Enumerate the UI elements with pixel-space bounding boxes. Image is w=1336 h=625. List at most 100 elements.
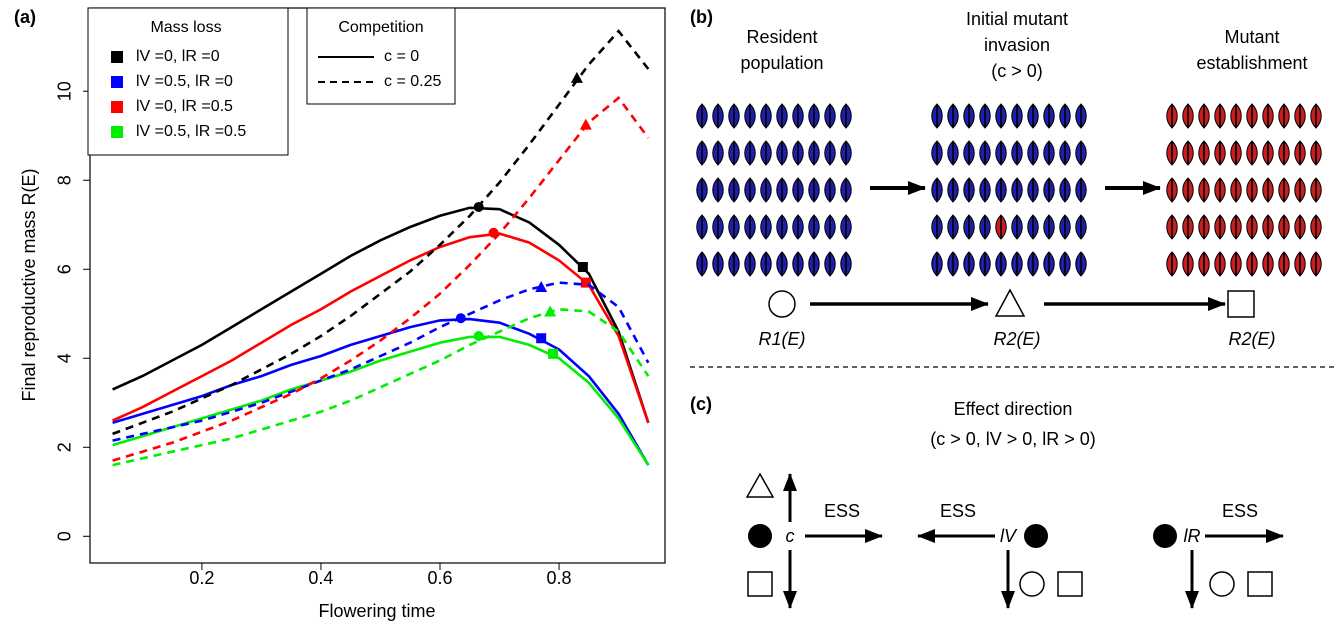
x-axis-label: Flowering time bbox=[318, 601, 435, 621]
plant bbox=[1075, 177, 1087, 203]
effect-symbol: lR bbox=[1184, 526, 1201, 546]
plant bbox=[1214, 251, 1226, 277]
plant bbox=[696, 251, 708, 277]
legend-swatch bbox=[111, 101, 123, 113]
square-symbol bbox=[1227, 290, 1255, 318]
plant bbox=[1011, 140, 1023, 166]
plant bbox=[1027, 251, 1039, 277]
circle-symbol bbox=[768, 290, 796, 318]
plant bbox=[1198, 140, 1210, 166]
plant bbox=[931, 251, 943, 277]
plant bbox=[792, 140, 804, 166]
plant bbox=[979, 214, 991, 240]
plant bbox=[1278, 103, 1290, 129]
plant bbox=[712, 214, 724, 240]
stage-measure: R2(E) bbox=[993, 329, 1040, 349]
ess-marker bbox=[544, 305, 557, 317]
plant bbox=[979, 140, 991, 166]
plant bbox=[1043, 103, 1055, 129]
circle-symbol bbox=[1019, 571, 1045, 597]
y-axis-label: Final reproductive mass R(E) bbox=[19, 168, 39, 401]
y-tick-label: 2 bbox=[55, 442, 75, 452]
plant bbox=[696, 177, 708, 203]
plant bbox=[1166, 177, 1178, 203]
filled-circle bbox=[748, 524, 772, 548]
plant bbox=[1182, 214, 1194, 240]
plot: 0.2 0.4 0.6 0.8 0 2 4 6 8 10 Mass loss lV =0, lR =0… bbox=[55, 7, 650, 588]
plant bbox=[1214, 177, 1226, 203]
plant bbox=[1310, 251, 1322, 277]
plant bbox=[931, 214, 943, 240]
plant bbox=[963, 140, 975, 166]
plant bbox=[728, 103, 740, 129]
plant bbox=[1198, 214, 1210, 240]
plant bbox=[1278, 177, 1290, 203]
plant bbox=[1027, 103, 1039, 129]
plant bbox=[824, 103, 836, 129]
plant bbox=[1278, 214, 1290, 240]
ess-marker bbox=[548, 348, 559, 359]
plant bbox=[760, 177, 772, 203]
plant bbox=[840, 214, 852, 240]
plant bbox=[808, 214, 820, 240]
plant bbox=[1027, 214, 1039, 240]
stage-measure: R2(E) bbox=[1228, 329, 1275, 349]
legend-label: lV =0.5, lR =0 bbox=[136, 73, 233, 90]
plant bbox=[995, 214, 1007, 240]
legend-label: c = 0 bbox=[384, 48, 419, 65]
plant bbox=[1246, 177, 1258, 203]
plant bbox=[744, 214, 756, 240]
plant bbox=[760, 140, 772, 166]
plant bbox=[792, 214, 804, 240]
plant bbox=[792, 103, 804, 129]
plant bbox=[1059, 103, 1071, 129]
plant bbox=[1166, 140, 1178, 166]
plant bbox=[1310, 177, 1322, 203]
plant bbox=[1043, 140, 1055, 166]
legend-swatch bbox=[111, 76, 123, 88]
plant bbox=[712, 140, 724, 166]
y-tick-label: 4 bbox=[55, 353, 75, 363]
plant bbox=[728, 251, 740, 277]
plant bbox=[1262, 177, 1274, 203]
plant bbox=[776, 251, 788, 277]
x-tick-label: 0.8 bbox=[547, 568, 572, 588]
plant bbox=[1310, 103, 1322, 129]
plant bbox=[963, 177, 975, 203]
plant bbox=[1166, 251, 1178, 277]
plant bbox=[947, 103, 959, 129]
stage-title: Initial mutant bbox=[966, 9, 1068, 29]
y-tick-label: 6 bbox=[55, 264, 75, 274]
plant bbox=[1043, 214, 1055, 240]
plant bbox=[947, 140, 959, 166]
plant bbox=[824, 214, 836, 240]
plant bbox=[963, 251, 975, 277]
plant bbox=[744, 177, 756, 203]
plant bbox=[1027, 177, 1039, 203]
plant bbox=[931, 103, 943, 129]
ess-marker bbox=[580, 277, 591, 288]
legend-label: lV =0.5, lR =0.5 bbox=[136, 123, 246, 140]
panel-b: (b) Resident population R1(E) Initial mutan… bbox=[690, 7, 1336, 368]
plant bbox=[1198, 251, 1210, 277]
arrow-label: ESS bbox=[940, 501, 976, 521]
ess-marker bbox=[535, 281, 548, 293]
plant bbox=[1294, 214, 1306, 240]
plant bbox=[808, 140, 820, 166]
plant bbox=[1246, 140, 1258, 166]
plant bbox=[1262, 251, 1274, 277]
plant bbox=[1011, 103, 1023, 129]
plant bbox=[776, 214, 788, 240]
plant bbox=[744, 140, 756, 166]
plant bbox=[696, 214, 708, 240]
plant bbox=[931, 140, 943, 166]
plant bbox=[792, 177, 804, 203]
plant bbox=[1278, 140, 1290, 166]
x-tick-label: 0.4 bbox=[308, 568, 333, 588]
plant bbox=[1182, 177, 1194, 203]
ess-marker bbox=[488, 227, 499, 238]
ess-marker bbox=[577, 262, 588, 273]
plant bbox=[979, 103, 991, 129]
plant bbox=[808, 103, 820, 129]
plant bbox=[995, 140, 1007, 166]
